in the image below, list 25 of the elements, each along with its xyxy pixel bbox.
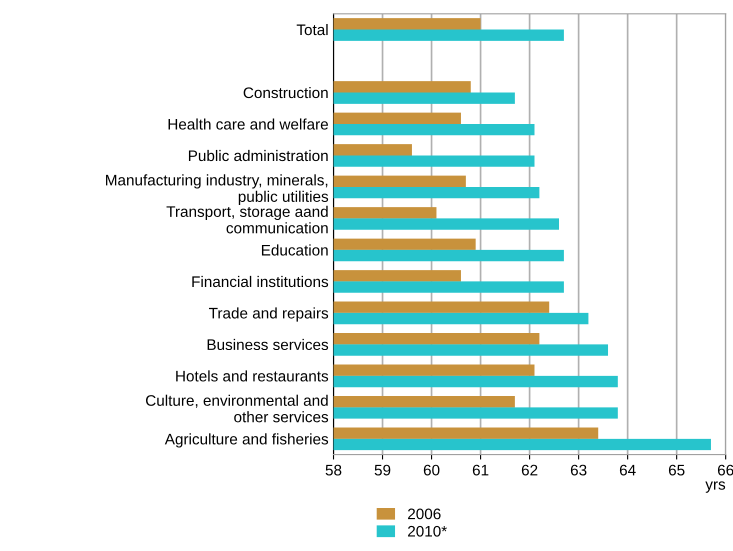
legend-label: 2006 bbox=[408, 508, 441, 520]
x-tick-label: 62 bbox=[522, 464, 538, 476]
x-tick-label: 66 bbox=[718, 464, 733, 476]
x-tick-label: 63 bbox=[570, 464, 586, 476]
legend-label: 2010* bbox=[408, 526, 447, 537]
x-axis-title: yrs bbox=[705, 481, 726, 493]
y-tick-label: Culture, environmental and other services bbox=[146, 394, 328, 422]
y-tick-label: Public administration bbox=[188, 150, 328, 162]
y-tick-label: Financial institutions bbox=[192, 276, 328, 288]
y-tick-label: Hotels and restaurants bbox=[176, 370, 328, 382]
y-tick-label: Education bbox=[262, 244, 328, 256]
x-tick-label: 58 bbox=[326, 464, 342, 476]
y-tick-label: Manufacturing industry, minerals, public utilities bbox=[106, 174, 328, 205]
y-tick-label: Business services bbox=[208, 338, 328, 350]
y-tick-label: Total bbox=[296, 24, 328, 36]
x-tick-label: 61 bbox=[472, 464, 488, 476]
y-tick-label: Trade and repairs bbox=[208, 307, 328, 322]
x-tick-label: 59 bbox=[374, 464, 390, 476]
y-tick-label: Construction bbox=[244, 86, 328, 98]
x-tick-label: 60 bbox=[424, 464, 440, 476]
y-tick-label: Health care and welfare bbox=[168, 118, 328, 130]
y-tick-label: Agriculture and fisheries bbox=[164, 433, 328, 448]
x-tick-label: 65 bbox=[668, 464, 685, 476]
x-tick-label: 64 bbox=[620, 464, 636, 476]
y-tick-label: Transport, storage aand communication bbox=[166, 206, 328, 234]
